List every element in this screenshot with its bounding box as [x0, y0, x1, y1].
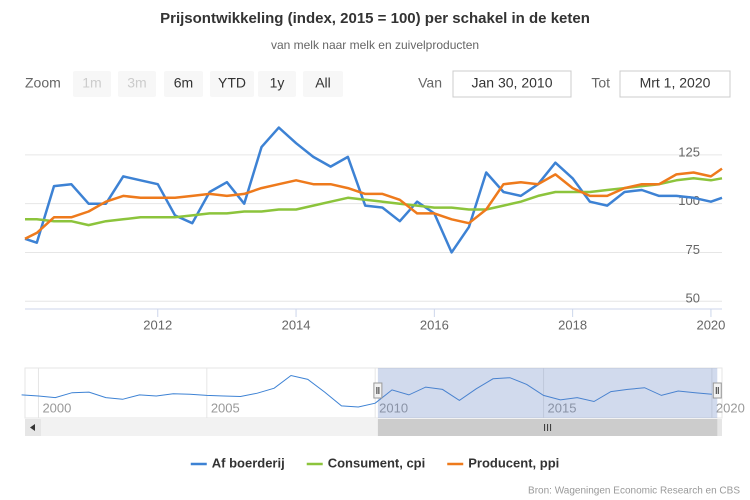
- navigator-line: [21, 374, 712, 408]
- zoom-button-label: 6m: [174, 75, 193, 91]
- legend-item[interactable]: Consument, cpi: [306, 455, 426, 470]
- series-line: [25, 177, 723, 227]
- series-line: [24, 126, 723, 254]
- from-date[interactable]: Jan 30, 2010: [472, 75, 553, 91]
- zoom-button[interactable]: 3m: [118, 71, 156, 97]
- navigator-frame: [24, 367, 723, 419]
- navigator-handle[interactable]: [712, 382, 722, 399]
- x-tick-label: 2018: [558, 317, 587, 332]
- x-tick-label: 2012: [143, 317, 172, 332]
- scroll-left-arrow: [30, 424, 35, 431]
- x-tick-label: 2014: [282, 317, 311, 332]
- from-input[interactable]: [452, 70, 572, 98]
- zoom-button[interactable]: All: [303, 71, 343, 97]
- zoom-button-label: All: [315, 75, 331, 91]
- zoom-button-bg: [73, 71, 111, 97]
- navigator-tick-label: 2015: [548, 400, 577, 415]
- chart-subtitle: van melk naar melk en zuivelproducten: [271, 38, 479, 52]
- y-tick-label: 125: [678, 144, 700, 159]
- legend-item[interactable]: Af boerderij: [190, 455, 285, 470]
- navigator-handle[interactable]: [373, 382, 383, 399]
- zoom-button-label: 1y: [270, 75, 285, 91]
- zoom-button[interactable]: 6m: [164, 71, 203, 97]
- zoom-button-bg: [210, 71, 254, 97]
- zoom-button-bg: [118, 71, 156, 97]
- legend-item[interactable]: Producent, ppi: [447, 455, 559, 470]
- to-label: Tot: [591, 75, 610, 91]
- range-buttons: 1m 3m 6m YTD 1y All: [73, 71, 343, 97]
- legend-label: Af boerderij: [212, 455, 285, 470]
- navigator-selection[interactable]: [377, 368, 718, 418]
- zoom-label: Zoom: [25, 75, 61, 91]
- navigator-tick-label: 2020: [716, 400, 745, 415]
- x-tick-label: 2016: [420, 317, 449, 332]
- from-label: Van: [418, 75, 442, 91]
- zoom-button-label: 1m: [82, 75, 101, 91]
- to-date[interactable]: Mrt 1, 2020: [640, 75, 711, 91]
- credits: Bron: Wageningen Economic Research en CB…: [528, 486, 740, 497]
- navigator-tick-label: 2010: [379, 400, 408, 415]
- legend-label: Producent, ppi: [468, 455, 559, 470]
- zoom-button[interactable]: YTD: [210, 71, 254, 97]
- legend-label: Consument, cpi: [328, 455, 426, 470]
- navigator-tick-label: 2005: [211, 400, 240, 415]
- zoom-button-bg: [164, 71, 203, 97]
- zoom-button-label: YTD: [218, 75, 246, 91]
- y-tick-label: 75: [686, 242, 700, 257]
- y-tick-label: 50: [686, 291, 700, 306]
- x-tick-label: 2020: [696, 317, 725, 332]
- to-input[interactable]: [619, 70, 731, 98]
- zoom-button-bg: [303, 71, 343, 97]
- chart-title: Prijsontwikkeling (index, 2015 = 100) pe…: [160, 10, 590, 27]
- zoom-button-bg: [258, 71, 296, 97]
- zoom-button-label: 3m: [127, 75, 146, 91]
- legend: Af boerderij Consument, cpi Producent, ppi: [190, 455, 559, 470]
- zoom-button[interactable]: 1y: [258, 71, 296, 97]
- navigator-tick-label: 2000: [42, 400, 71, 415]
- series-line: [24, 167, 723, 240]
- zoom-button[interactable]: 1m: [73, 71, 111, 97]
